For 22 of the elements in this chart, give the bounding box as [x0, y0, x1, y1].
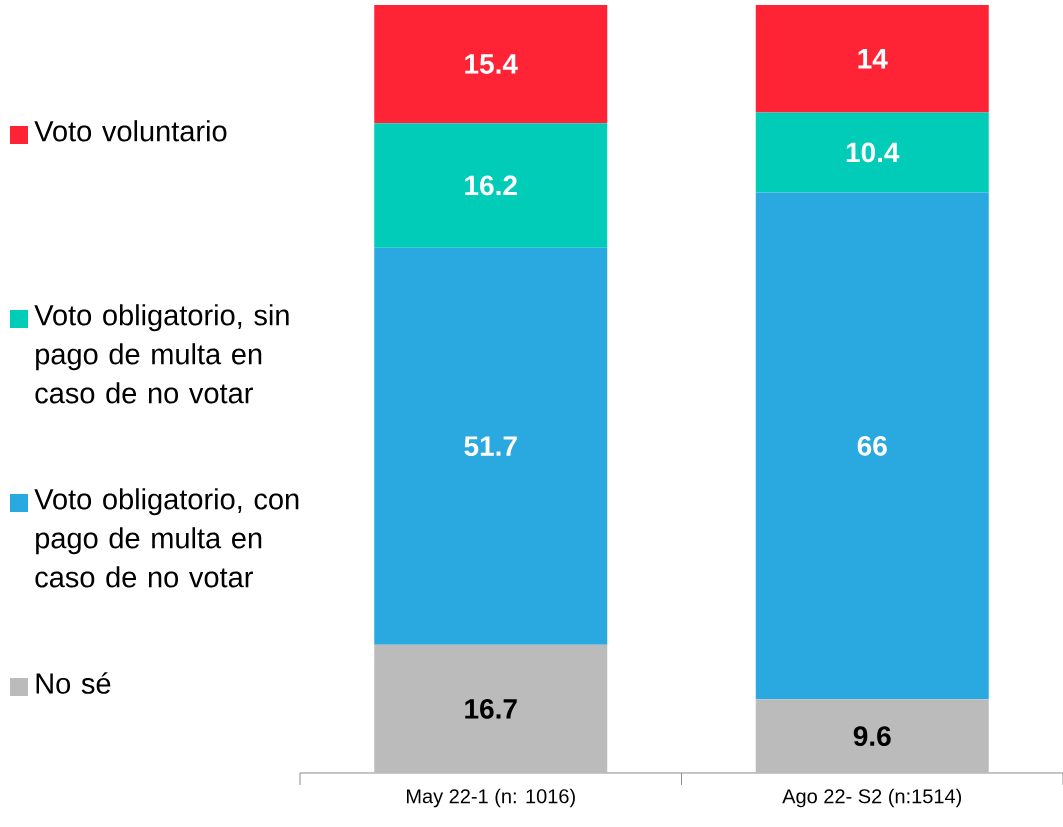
data-label: 66 — [857, 435, 887, 456]
data-label: 10.4 — [846, 142, 900, 163]
legend-label: Voto obligatorio, sin pago de multa en caso de no votar — [34, 304, 289, 404]
legend-label: Voto obligatorio, con pago de multa en caso de no votar — [34, 488, 299, 588]
data-label: 16.7 — [465, 698, 517, 719]
data-label: 14 — [858, 49, 888, 69]
data-label: 16.2 — [465, 175, 517, 196]
bar — [755, 4, 989, 113]
x-tick-label: May 22-1 (n: 1016) — [406, 788, 575, 808]
bar — [374, 247, 608, 645]
data-label: 9.6 — [853, 726, 891, 747]
bar — [374, 123, 608, 248]
legend-label: Voto voluntario — [34, 120, 227, 142]
data-label: 51.7 — [464, 436, 517, 456]
bar — [755, 699, 989, 773]
bar — [374, 644, 608, 773]
legend-label: No sé — [36, 672, 111, 694]
bar — [755, 112, 989, 193]
bar — [755, 192, 989, 700]
bar — [374, 4, 608, 124]
x-tick-label: Ago 22- S2 (n:1514) — [782, 788, 962, 808]
data-label: 15.4 — [465, 54, 518, 74]
